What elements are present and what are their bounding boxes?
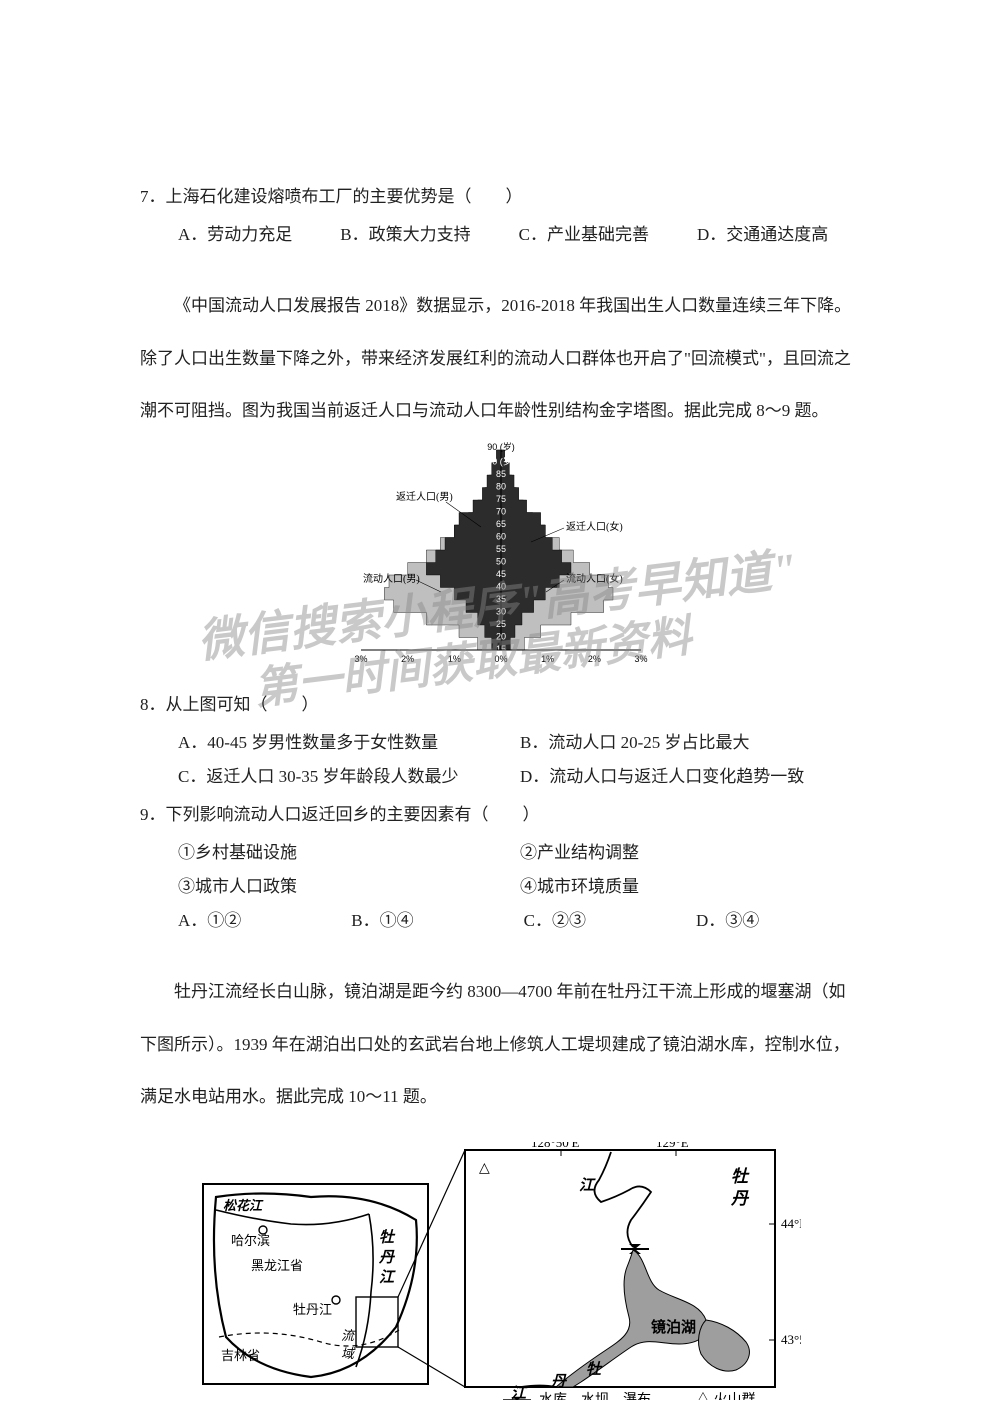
svg-text:流动人口(男): 流动人口(男) (363, 572, 420, 585)
q9-item-1: ①乡村基础设施 (178, 836, 520, 870)
question-7-text: 7．上海石化建设熔喷布工厂的主要优势是（ ） (140, 180, 862, 214)
q9-item-3: ③城市人口政策 (178, 870, 520, 904)
svg-text:25: 25 (496, 619, 506, 629)
svg-text:吉林省: 吉林省 (221, 1348, 260, 1363)
passage-2: 牡丹江流经长白山脉，镜泊湖是距今约 8300—4700 年前在牡丹江干流上形成的… (140, 966, 862, 1124)
svg-text:90 (岁): 90 (岁) (487, 456, 515, 467)
q9-item-2: ②产业结构调整 (520, 836, 862, 870)
svg-text:牡: 牡 (379, 1229, 396, 1246)
svg-text:返迁人口(女): 返迁人口(女) (566, 520, 623, 533)
svg-text:85: 85 (496, 469, 506, 479)
svg-text:域: 域 (341, 1346, 356, 1361)
svg-text:35: 35 (496, 594, 506, 604)
svg-text:△: △ (479, 1159, 490, 1175)
q8-option-d: D．流动人口与返迁人口变化趋势一致 (520, 760, 862, 794)
svg-text:丹: 丹 (378, 1249, 396, 1266)
svg-text:3%: 3% (354, 654, 367, 664)
svg-text:90 (岁): 90 (岁) (487, 442, 515, 452)
svg-text:20: 20 (496, 632, 506, 642)
q8-option-a: A．40-45 岁男性数量多于女性数量 (178, 726, 520, 760)
svg-text:30: 30 (496, 607, 506, 617)
svg-text:2%: 2% (401, 654, 414, 664)
svg-text:黑龙江省: 黑龙江省 (251, 1258, 303, 1273)
svg-text:牡: 牡 (586, 1361, 603, 1378)
map-figure: 松花江哈尔滨黑龙江省牡丹江牡丹江吉林省流域128°50′E129°E44°N43… (201, 1142, 801, 1400)
svg-text:40: 40 (496, 582, 506, 592)
svg-text:128°50′E: 128°50′E (531, 1142, 580, 1150)
q9-option-a: A．①② (178, 904, 241, 938)
question-9-options: A．①② B．①④ C．②③ D．③④ (140, 904, 862, 938)
svg-text:哈尔滨: 哈尔滨 (231, 1233, 270, 1248)
svg-text:松花江: 松花江 (223, 1198, 264, 1213)
q7-option-b: B．政策大力支持 (340, 218, 470, 252)
svg-text:江: 江 (379, 1269, 396, 1286)
svg-text:80: 80 (496, 482, 506, 492)
svg-text:镜泊湖: 镜泊湖 (651, 1318, 696, 1336)
q9-item-4: ④城市环境质量 (520, 870, 862, 904)
svg-text:15: 15 (496, 644, 506, 654)
passage-1: 《中国流动人口发展报告 2018》数据显示，2016-2018 年我国出生人口数… (140, 280, 862, 438)
q8-option-b: B．流动人口 20-25 岁占比最大 (520, 726, 862, 760)
svg-text:江: 江 (579, 1177, 596, 1194)
svg-text:0%: 0% (494, 654, 507, 664)
svg-text:129°E: 129°E (656, 1142, 689, 1150)
svg-text:牡丹江: 牡丹江 (293, 1302, 332, 1317)
question-9-text: 9．下列影响流动人口返迁回乡的主要因素有（ ） (140, 798, 862, 832)
svg-text:流动人口(女): 流动人口(女) (566, 572, 623, 585)
q7-option-c: C．产业基础完善 (519, 218, 649, 252)
question-8-options: A．40-45 岁男性数量多于女性数量 B．流动人口 20-25 岁占比最大 C… (140, 726, 862, 794)
svg-text:45: 45 (496, 569, 506, 579)
svg-text:43°50′N: 43°50′N (781, 1332, 801, 1347)
svg-text:44°N: 44°N (781, 1216, 801, 1231)
svg-text:3%: 3% (634, 654, 647, 664)
q9-option-c: C．②③ (524, 904, 586, 938)
svg-text:丹: 丹 (550, 1373, 568, 1390)
svg-text:流: 流 (341, 1328, 356, 1343)
question-7-options: A．劳动力充足 B．政策大力支持 C．产业基础完善 D．交通通达度高 (140, 218, 862, 252)
q7-option-d: D．交通通达度高 (697, 218, 828, 252)
svg-text:60: 60 (496, 532, 506, 542)
svg-text:75: 75 (496, 494, 506, 504)
svg-text:牡: 牡 (731, 1167, 750, 1186)
q7-option-a: A．劳动力充足 (178, 218, 292, 252)
question-9-items: ①乡村基础设施 ②产业结构调整 ③城市人口政策 ④城市环境质量 (140, 836, 862, 904)
svg-text:返迁人口(男): 返迁人口(男) (396, 491, 453, 503)
svg-text:70: 70 (496, 507, 506, 517)
svg-text:55: 55 (496, 544, 506, 554)
svg-text:2%: 2% (588, 654, 601, 664)
svg-text:水库、水坝、瀑布: 水库、水坝、瀑布 (539, 1392, 651, 1400)
population-pyramid-chart: 15 20 25 30 35 40 45 50 55 60 65 70 75 80 85 90 (岁) 90 (… (331, 442, 671, 672)
svg-text:65: 65 (496, 519, 506, 529)
question-8-text: 8．从上图可知（ ） (140, 688, 862, 722)
q9-option-d: D．③④ (696, 904, 759, 938)
svg-text:△ 火山群: △ 火山群 (696, 1392, 756, 1400)
q8-option-c: C．返迁人口 30-35 岁年龄段人数最少 (178, 760, 520, 794)
svg-text:1%: 1% (448, 654, 461, 664)
svg-text:50: 50 (496, 557, 506, 567)
svg-text:1%: 1% (541, 654, 554, 664)
q9-option-b: B．①④ (351, 904, 413, 938)
svg-text:丹: 丹 (730, 1189, 750, 1208)
